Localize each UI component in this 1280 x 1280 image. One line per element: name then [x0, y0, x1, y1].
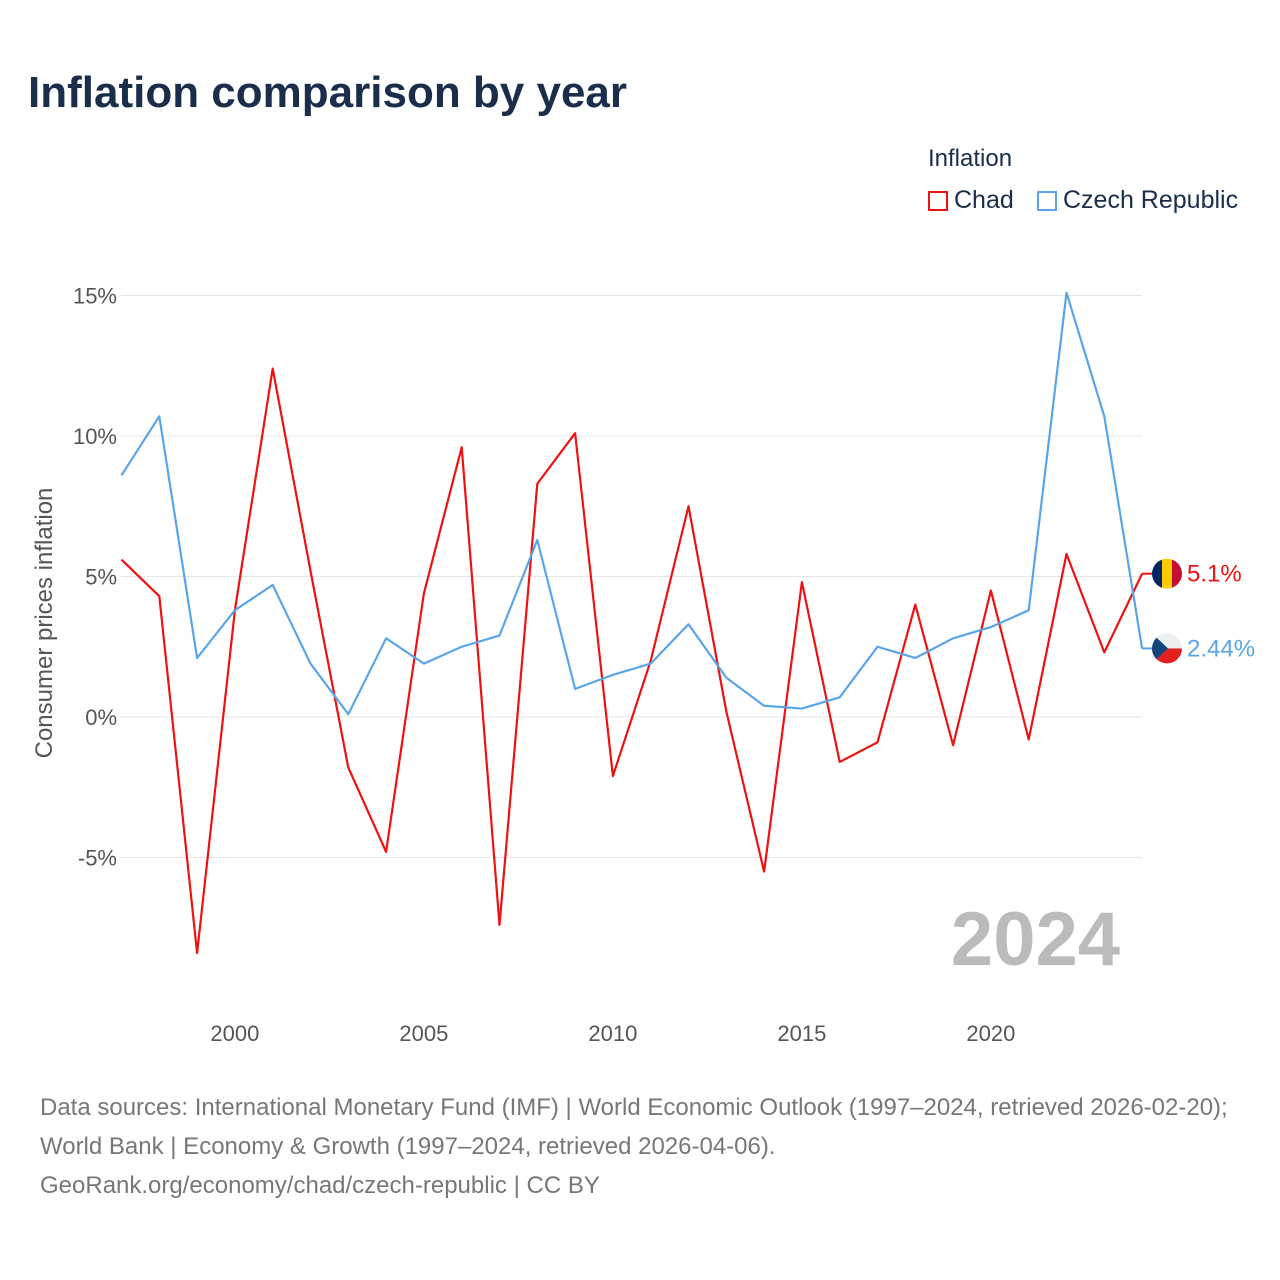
data-point-chad [384, 849, 389, 854]
data-point-czech-republic [459, 644, 464, 649]
series-line-chad [120, 367, 1144, 955]
data-point-chad [875, 740, 880, 745]
data-point-chad [988, 588, 993, 593]
data-point-czech-republic [1102, 414, 1107, 419]
data-point-czech-republic [913, 655, 918, 660]
data-point-chad [610, 774, 615, 779]
y-axis-label: Consumer prices inflation [31, 488, 58, 759]
data-point-chad [724, 709, 729, 714]
legend-label-czech-republic: Czech Republic [1063, 186, 1239, 214]
x-tick-label: 2015 [777, 1021, 826, 1046]
flag-triangle [1152, 633, 1168, 664]
flag-icon-chad [1152, 558, 1182, 589]
data-point-czech-republic [648, 661, 653, 666]
data-point-czech-republic [1026, 608, 1031, 613]
legend-swatch-chad [928, 190, 948, 211]
series-line-czech-republic [120, 291, 1144, 716]
flag-icon-czech-republic [1152, 633, 1182, 664]
data-point-czech-republic [951, 636, 956, 641]
data-point-chad [686, 504, 691, 509]
x-tick-label: 2000 [210, 1021, 259, 1046]
data-sources: Data sources: International Monetary Fun… [40, 1094, 1228, 1160]
data-point-chad [421, 591, 426, 596]
y-tick-label: 0% [85, 705, 117, 730]
data-point-chad [119, 557, 124, 562]
data-point-chad [270, 366, 275, 371]
legend-title: Inflation [928, 145, 1013, 172]
data-point-czech-republic [573, 686, 578, 691]
year-watermark: 2024 [951, 897, 1120, 982]
x-tick-label: 2020 [966, 1021, 1015, 1046]
data-point-chad [459, 445, 464, 450]
data-point-czech-republic [232, 608, 237, 613]
flag-stripe [1172, 558, 1182, 589]
y-tick-label: 10% [73, 424, 117, 449]
y-tick-label: 15% [73, 284, 117, 309]
y-tick-label: 5% [85, 565, 117, 590]
data-point-czech-republic [875, 644, 880, 649]
data-point-chad [799, 580, 804, 585]
data-point-czech-republic [346, 712, 351, 717]
data-point-chad [1064, 552, 1069, 557]
data-point-chad [535, 481, 540, 486]
legend-swatch-czech-republic [1037, 190, 1057, 211]
data-point-czech-republic [610, 672, 615, 677]
data-point-chad [1026, 737, 1031, 742]
data-point-chad [837, 759, 842, 764]
data-point-chad [157, 594, 162, 599]
data-point-czech-republic [837, 695, 842, 700]
data-point-czech-republic [1064, 290, 1069, 295]
legend-item-chad[interactable]: Chad [928, 186, 1014, 215]
data-point-chad [497, 922, 502, 927]
data-point-czech-republic [195, 655, 200, 660]
y-tick-label: -5% [78, 846, 117, 871]
x-tick-label: 2010 [588, 1021, 637, 1046]
data-point-czech-republic [270, 582, 275, 587]
data-point-chad [346, 765, 351, 770]
end-label-czech-republic: 2.44% [1187, 635, 1255, 662]
data-point-chad [762, 869, 767, 874]
credit-link[interactable]: GeoRank.org/economy/chad/czech-republic … [40, 1172, 600, 1199]
data-point-czech-republic [762, 703, 767, 708]
footer: Data sources: International Monetary Fun… [40, 1088, 1250, 1205]
data-point-czech-republic [384, 636, 389, 641]
data-point-czech-republic [799, 706, 804, 711]
data-point-chad [573, 431, 578, 436]
data-point-czech-republic [988, 625, 993, 630]
x-tick-label: 2005 [399, 1021, 448, 1046]
data-point-chad [913, 602, 918, 607]
data-point-chad [1102, 650, 1107, 655]
legend-item-czech-republic[interactable]: Czech Republic [1037, 186, 1238, 215]
data-point-chad [308, 568, 313, 573]
data-point-czech-republic [421, 661, 426, 666]
chart-title: Inflation comparison by year [28, 68, 628, 117]
data-point-chad [951, 743, 956, 748]
data-point-czech-republic [497, 633, 502, 638]
legend-label-chad: Chad [954, 186, 1014, 214]
data-point-czech-republic [535, 537, 540, 542]
end-label-chad: 5.1% [1187, 561, 1242, 588]
flag-body [1152, 633, 1182, 664]
data-point-czech-republic [157, 414, 162, 419]
data-point-czech-republic [724, 675, 729, 680]
data-point-czech-republic [308, 661, 313, 666]
flag-stripe [1152, 558, 1162, 589]
flag-stripe [1162, 558, 1172, 589]
data-point-czech-republic [686, 622, 691, 627]
flag-body [1152, 558, 1182, 589]
data-point-chad [195, 951, 200, 956]
data-point-czech-republic [119, 473, 124, 478]
